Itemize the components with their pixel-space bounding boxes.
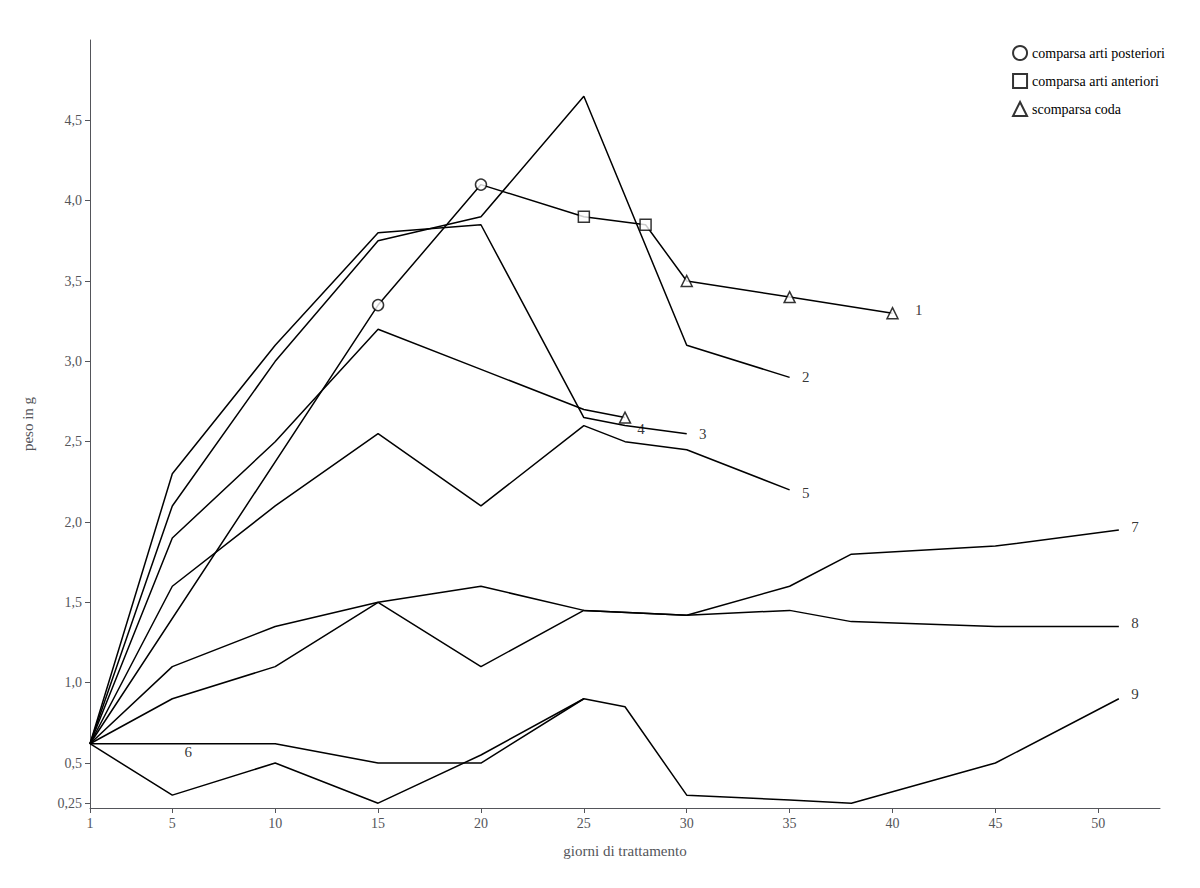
svg-text:0,25: 0,25	[58, 796, 83, 811]
svg-text:peso in g: peso in g	[20, 396, 36, 451]
svg-text:45: 45	[988, 816, 1002, 831]
svg-text:15: 15	[371, 816, 385, 831]
svg-text:2,5: 2,5	[65, 434, 83, 449]
svg-text:5: 5	[169, 816, 176, 831]
svg-text:10: 10	[268, 816, 282, 831]
svg-text:2: 2	[802, 369, 810, 385]
svg-text:4,0: 4,0	[65, 193, 83, 208]
svg-text:comparsa arti anteriori: comparsa arti anteriori	[1032, 74, 1159, 89]
svg-text:30: 30	[680, 816, 694, 831]
svg-text:40: 40	[886, 816, 900, 831]
svg-text:5: 5	[802, 485, 810, 501]
svg-text:8: 8	[1131, 615, 1139, 631]
svg-text:7: 7	[1131, 519, 1139, 535]
svg-text:3,0: 3,0	[65, 354, 83, 369]
svg-text:25: 25	[577, 816, 591, 831]
svg-text:1,0: 1,0	[65, 675, 83, 690]
svg-text:3,5: 3,5	[65, 274, 83, 289]
svg-text:4: 4	[637, 421, 645, 437]
svg-text:3: 3	[699, 426, 707, 442]
svg-text:50: 50	[1091, 816, 1105, 831]
svg-text:0,5: 0,5	[65, 756, 83, 771]
svg-text:9: 9	[1131, 686, 1139, 702]
svg-text:1: 1	[87, 816, 94, 831]
svg-text:4,5: 4,5	[65, 113, 83, 128]
svg-text:comparsa arti posteriori: comparsa arti posteriori	[1032, 46, 1165, 61]
svg-text:20: 20	[474, 816, 488, 831]
svg-text:1,5: 1,5	[65, 595, 83, 610]
svg-text:35: 35	[783, 816, 797, 831]
svg-text:2,0: 2,0	[65, 515, 83, 530]
svg-text:1: 1	[915, 302, 923, 318]
svg-text:6: 6	[185, 744, 193, 760]
svg-text:scomparsa coda: scomparsa coda	[1032, 102, 1122, 117]
svg-text:giorni di trattamento: giorni di trattamento	[563, 843, 686, 859]
